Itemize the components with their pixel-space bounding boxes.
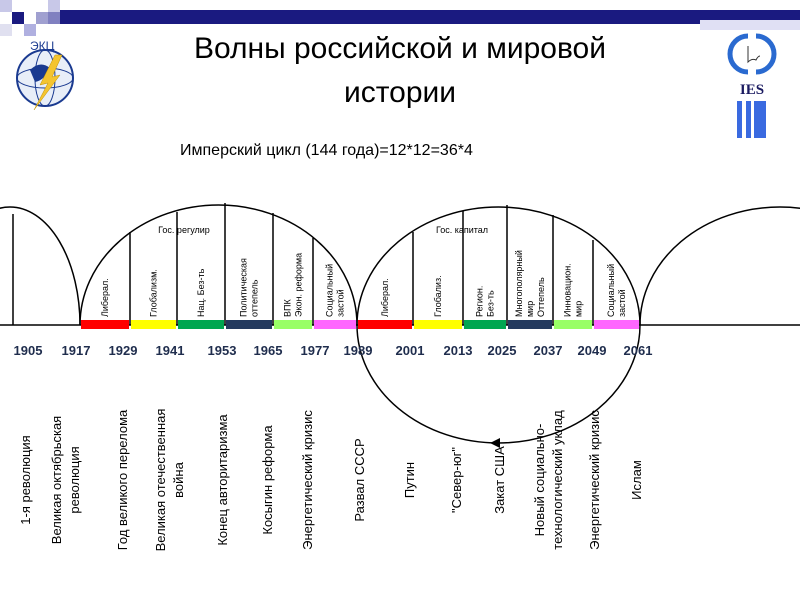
year-label: 2001 (396, 343, 425, 358)
wave2-color-bar-2 (464, 320, 506, 329)
wave2-segment-label: Инновацион. (563, 263, 573, 317)
event-label: Новый социально- (532, 424, 547, 537)
year-label: 2013 (444, 343, 473, 358)
year-label: 1965 (254, 343, 283, 358)
year-label: 1941 (156, 343, 185, 358)
event-label: война (171, 461, 186, 497)
event-label: Косыгин реформа (260, 425, 275, 535)
wave2-segment-label: Без-ть (486, 290, 496, 317)
wave1-segment-label: ВПК (283, 299, 293, 317)
svg-text:IES: IES (740, 82, 764, 98)
wave1-color-bar-4 (274, 320, 312, 329)
wave1-segment-label: застой (336, 289, 346, 317)
event-label: революция (67, 446, 82, 513)
event-label: Энергетический кризис (587, 410, 602, 550)
event-label: "Север-юг" (449, 447, 464, 513)
event-label: Конец авторитаризма (215, 414, 230, 546)
arrow-left-icon (490, 438, 500, 448)
wave2-color-bar-4 (554, 320, 592, 329)
year-label: 1929 (109, 343, 138, 358)
wave1-segment-label: Социальный (325, 264, 335, 317)
wave1-color-bar-2 (178, 320, 224, 329)
event-label: Ислам (629, 460, 644, 500)
wave2-color-bar-3 (508, 320, 552, 329)
year-label: 1977 (301, 343, 330, 358)
subtitle: Имперский цикл (144 года)=12*12=36*4 (180, 142, 473, 159)
wave-arc-0 (0, 206, 81, 326)
ekc-logo: ЭКЦ (16, 39, 74, 111)
wave2-segment-label: Либерал. (380, 278, 390, 317)
wave2-color-bar-5 (594, 320, 639, 329)
header-decoration (0, 0, 800, 36)
wave2-segment-label: застой (617, 289, 627, 317)
wave2-segment-label: Регион. (475, 286, 485, 317)
event-label: Развал СССР (352, 438, 367, 521)
year-label: 1953 (208, 343, 237, 358)
event-label: Путин (402, 462, 417, 498)
wave2-segment-label: Глобализ. (433, 275, 443, 317)
ies-logo: IES (727, 33, 777, 138)
wave-arc-3 (639, 206, 800, 326)
wave1-segment-label: Глобализм. (149, 269, 159, 317)
year-label: 2049 (578, 343, 607, 358)
event-label: технологический уклад (550, 410, 565, 550)
event-label: Год великого перелома (115, 409, 130, 550)
wave-arc-1 (79, 204, 358, 326)
wave1-color-bar-3 (226, 320, 272, 329)
wave1-color-bar-1 (131, 320, 176, 329)
event-label: Великая отечественная (153, 409, 168, 552)
event-label: Закат США (492, 446, 507, 514)
wave1-segment-label: Экон. реформа (294, 253, 304, 317)
year-label: 2037 (534, 343, 563, 358)
wave2-segment-label: мир (574, 301, 584, 317)
wave1-segment-label: Либерал. (100, 278, 110, 317)
year-label: 2025 (488, 343, 517, 358)
wave2-segment-label: Социальный (606, 264, 616, 317)
wave1-color-bar-5 (314, 320, 356, 329)
wave2-color-bar-1 (414, 320, 462, 329)
svg-text:ЭКЦ: ЭКЦ (30, 39, 55, 53)
wave1-segment-label: Политическая (239, 258, 249, 317)
title-line-2: истории (344, 76, 456, 109)
year-label: 2061 (624, 343, 653, 358)
title-line-1: Волны российской и мировой (194, 32, 606, 65)
wave1-color-bar-0 (81, 320, 129, 329)
wave2-segment-label: Многополярный (514, 250, 524, 317)
wave2-segment-label: Оттепель (536, 277, 546, 317)
wave1-segment-label: оттепель (250, 279, 260, 317)
wave2-segment-label: мир (525, 301, 535, 317)
wave2-color-bar-0 (358, 320, 412, 329)
event-label: Великая октябрьская (49, 416, 64, 544)
year-label: 1905 (14, 343, 43, 358)
year-label: 1989 (344, 343, 373, 358)
wave1-segment-label: Нац. Без-ть (196, 268, 206, 317)
year-label: 1917 (62, 343, 91, 358)
wave2-header: Гос. капитал (436, 225, 488, 235)
event-label: Энергетический кризис (300, 410, 315, 550)
event-label: 1-я революция (18, 435, 33, 524)
wave1-header: Гос. регулир (158, 225, 210, 235)
